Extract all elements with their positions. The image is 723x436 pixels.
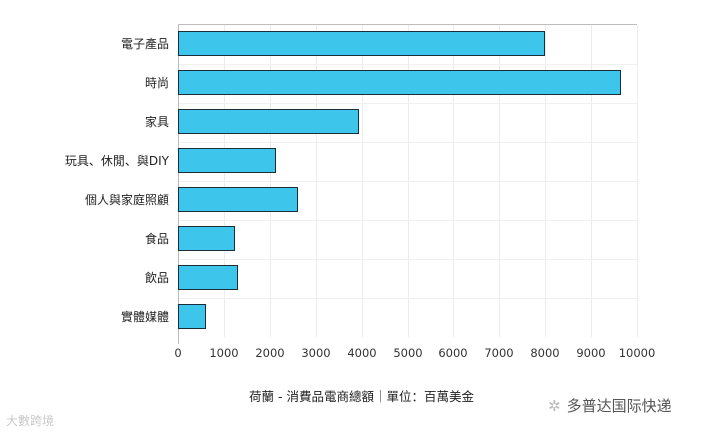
watermark-left: 大數跨境 bbox=[6, 414, 55, 428]
gridline bbox=[178, 142, 637, 143]
bar bbox=[178, 187, 298, 212]
watermark-right: ✲ 多普达国际快递 bbox=[548, 395, 672, 416]
gridline bbox=[178, 259, 637, 260]
x-tick-label: 4000 bbox=[347, 346, 377, 360]
category-label: 家具 bbox=[144, 115, 169, 129]
x-tick-label: 7000 bbox=[484, 346, 514, 360]
watermark-right-text: 多普达国际快递 bbox=[566, 397, 672, 415]
bar bbox=[178, 265, 239, 290]
gridline bbox=[178, 103, 637, 104]
category-label: 電子產品 bbox=[120, 37, 169, 51]
x-tick-label: 6000 bbox=[438, 346, 468, 360]
x-tick-label: 0 bbox=[174, 346, 182, 360]
category-label: 飲品 bbox=[144, 271, 169, 285]
x-tick-label: 1000 bbox=[209, 346, 239, 360]
x-tick-label: 5000 bbox=[393, 346, 423, 360]
bar bbox=[178, 226, 235, 251]
bar bbox=[178, 148, 277, 173]
bar bbox=[178, 70, 621, 95]
category-label: 時尚 bbox=[144, 76, 169, 90]
category-label: 食品 bbox=[144, 232, 169, 246]
gridline bbox=[178, 181, 637, 182]
chart-title: 荷蘭 - 消費品電商總額｜單位：百萬美金 bbox=[249, 389, 474, 404]
category-label: 個人與家庭照顧 bbox=[84, 193, 169, 207]
bar bbox=[178, 304, 206, 329]
x-tick-label: 8000 bbox=[530, 346, 560, 360]
x-tick-label: 2000 bbox=[255, 346, 285, 360]
x-tick-label: 9000 bbox=[576, 346, 606, 360]
bar bbox=[178, 31, 545, 56]
gridline bbox=[178, 220, 637, 221]
y-axis-line bbox=[178, 24, 179, 344]
plot-area bbox=[178, 24, 638, 337]
wechat-icon: ✲ bbox=[548, 397, 561, 415]
x-tick-label: 10000 bbox=[618, 346, 656, 360]
gridline bbox=[178, 64, 637, 65]
x-tick-label: 3000 bbox=[301, 346, 331, 360]
gridline bbox=[178, 298, 637, 299]
category-label: 實體媒體 bbox=[120, 310, 169, 324]
bar bbox=[178, 109, 359, 134]
category-label: 玩具、休閒、與DIY bbox=[64, 154, 169, 168]
gridline bbox=[637, 25, 638, 337]
